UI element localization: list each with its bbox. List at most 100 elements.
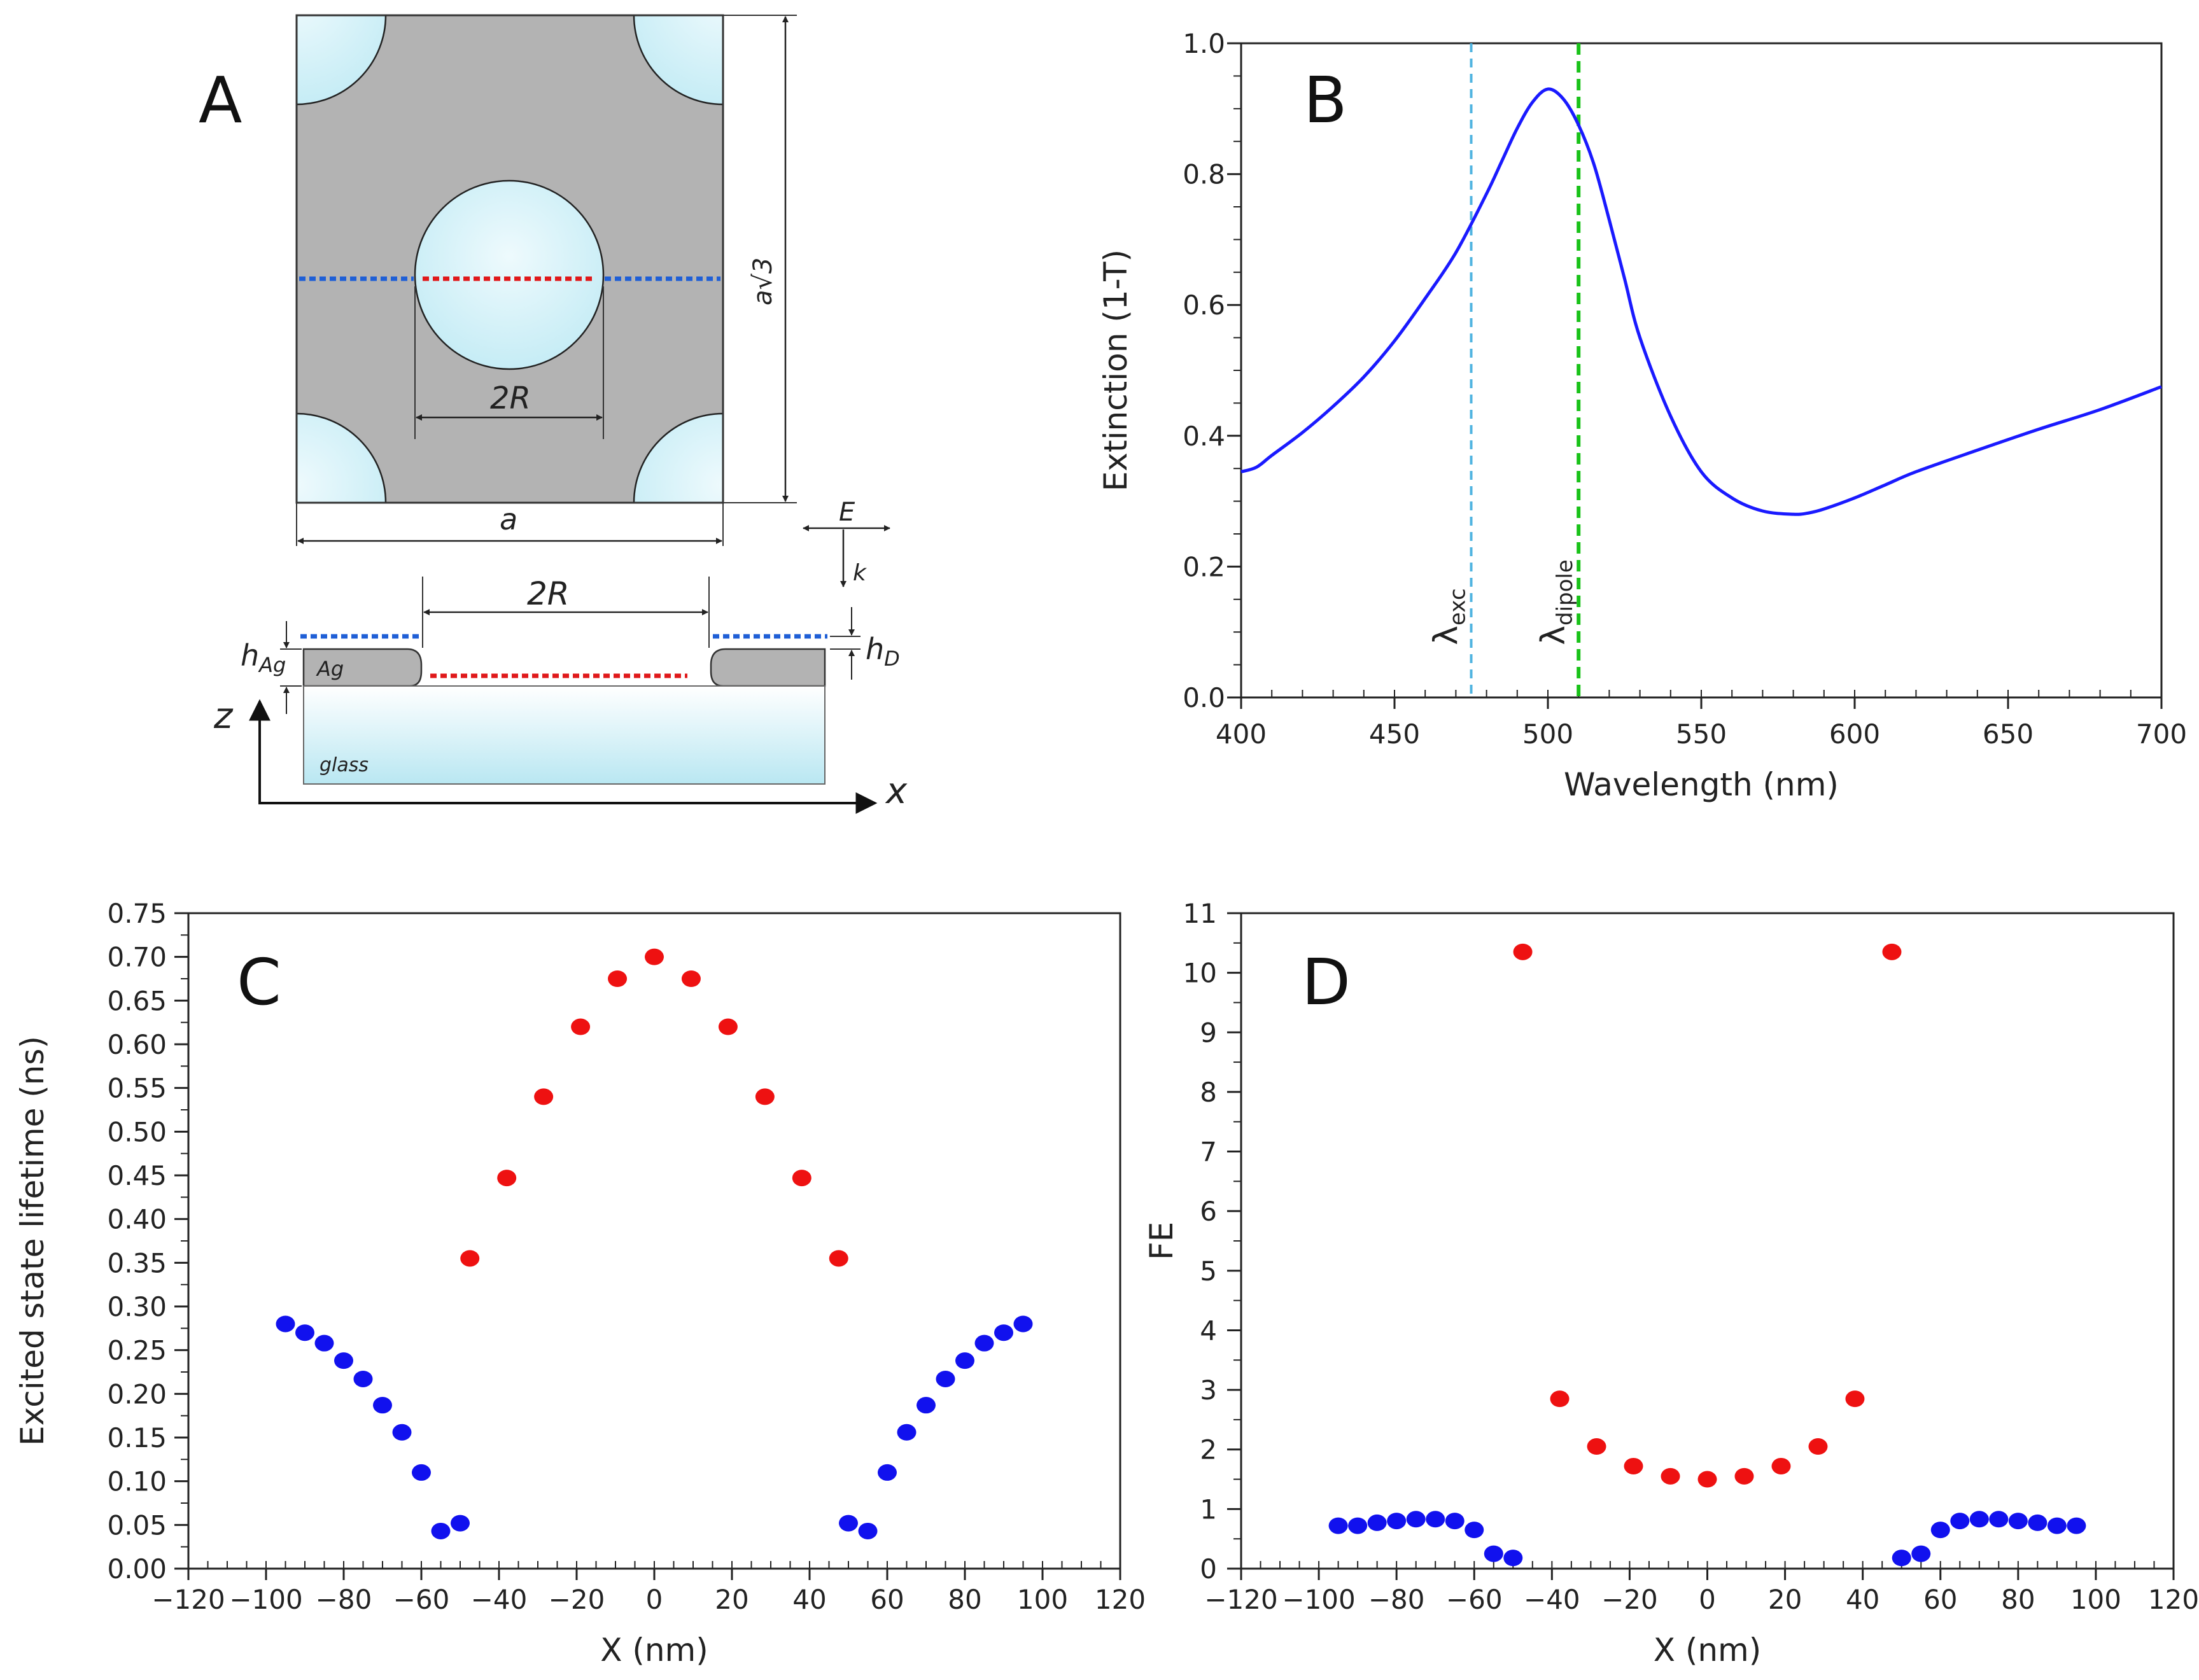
unit-cell-border: [295, 14, 724, 504]
red-data-point: [1661, 1467, 1680, 1485]
red-data-point: [1771, 1457, 1791, 1474]
x-tick-label: 700: [2136, 718, 2187, 750]
blue-data-point: [897, 1424, 917, 1441]
x-tick-label: −40: [1524, 1584, 1580, 1615]
lambda-symbol: λ: [1428, 626, 1466, 645]
blue-data-point: [917, 1397, 936, 1414]
red-data-point: [1697, 1471, 1717, 1488]
blue-data-point: [373, 1397, 392, 1414]
x-tick-label: 550: [1676, 718, 1727, 750]
x-tick-label: 400: [1216, 718, 1267, 750]
y-tick-label: 0.0: [1183, 682, 1225, 713]
y-tick-label: 0.25: [107, 1335, 167, 1366]
red-data-point: [718, 1018, 738, 1035]
label-2r-side: 2R: [527, 575, 570, 612]
y-tick-label: 0.45: [107, 1160, 167, 1191]
silver-block-left: [302, 648, 423, 687]
red-data-point: [1845, 1390, 1865, 1408]
y-tick-label: 0.4: [1183, 421, 1225, 452]
y-axis-title: Excited state lifetime (ns): [14, 1036, 51, 1446]
blue-data-point: [936, 1370, 955, 1387]
vline-label-dipole: λdipole: [1535, 559, 1578, 645]
y-tick-label: 0.8: [1183, 159, 1225, 190]
panel-c-letter: C: [237, 945, 281, 1019]
corner-hole-bottom-right: [633, 412, 723, 503]
y-tick-label: 1: [1200, 1494, 1217, 1525]
red-data-point: [645, 948, 664, 965]
x-tick-label: 120: [2148, 1584, 2199, 1615]
blue-data-point: [1406, 1511, 1426, 1528]
x-tick-label: 80: [948, 1584, 981, 1615]
y-tick-label: 0.15: [107, 1422, 167, 1453]
silver-block-right: [710, 648, 826, 687]
blue-data-point: [1892, 1550, 1911, 1567]
red-data-point: [1734, 1467, 1754, 1485]
blue-data-point: [974, 1334, 994, 1352]
red-data-point: [571, 1018, 591, 1035]
y-tick-label: 0: [1200, 1553, 1217, 1585]
x-axis-title: Wavelength (nm): [1564, 766, 1839, 803]
blue-data-point: [1426, 1511, 1445, 1528]
y-tick-label: 10: [1183, 958, 1217, 989]
blue-data-point: [1013, 1315, 1033, 1333]
blue-data-point: [1348, 1517, 1368, 1534]
y-tick-label: 0.6: [1183, 290, 1225, 321]
x-tick-label: −120: [1204, 1584, 1277, 1615]
label-z: z: [213, 696, 234, 737]
x-tick-label: −120: [151, 1584, 225, 1615]
x-tick-label: −100: [229, 1584, 302, 1615]
y-tick-label: 0.75: [107, 898, 167, 929]
x-tick-label: 40: [792, 1584, 826, 1615]
x-tick-label: 0: [1699, 1584, 1716, 1615]
x-tick-label: −80: [316, 1584, 372, 1615]
red-data-point: [1624, 1457, 1643, 1474]
label-hag: hAg: [241, 638, 286, 677]
y-tick-label: 11: [1183, 898, 1217, 929]
x-tick-label: 20: [715, 1584, 748, 1615]
y-axis-title: Extinction (1-T): [1097, 249, 1134, 491]
y-tick-label: 0.55: [107, 1073, 167, 1104]
y-tick-label: 0.70: [107, 942, 167, 973]
blue-data-point: [1465, 1522, 1484, 1539]
y-tick-label: 0.50: [107, 1116, 167, 1147]
lambda-symbol: λ: [1535, 626, 1573, 645]
x-tick-label: −40: [471, 1584, 528, 1615]
red-data-point: [1808, 1438, 1828, 1455]
blue-data-point: [1911, 1545, 1931, 1562]
blue-data-point: [431, 1522, 451, 1539]
blue-data-point: [1989, 1511, 2009, 1528]
blue-data-point: [314, 1334, 334, 1352]
blue-data-point: [276, 1315, 295, 1333]
blue-data-point: [334, 1352, 353, 1369]
vline-label-exc: λexc: [1428, 588, 1471, 645]
plot-frame: [1240, 42, 2163, 699]
label-hag-sub: Ag: [258, 653, 286, 677]
blue-data-point: [1387, 1513, 1407, 1530]
blue-data-point: [451, 1515, 470, 1532]
y-tick-label: 0.35: [107, 1247, 167, 1278]
blue-data-point: [878, 1464, 897, 1481]
x-axis-title: X (nm): [1654, 1632, 1762, 1669]
y-tick-label: 0.00: [107, 1553, 167, 1585]
y-tick-label: 5: [1200, 1256, 1217, 1287]
y-tick-label: 6: [1200, 1196, 1217, 1227]
red-data-point: [792, 1170, 811, 1187]
red-data-point: [1513, 943, 1533, 960]
red-data-point: [460, 1250, 480, 1267]
x-tick-label: 500: [1522, 718, 1573, 750]
blue-data-point: [994, 1324, 1013, 1341]
x-tick-label: −20: [549, 1584, 605, 1615]
glass-substrate: [303, 685, 826, 785]
blue-data-point: [2008, 1513, 2028, 1530]
blue-data-point: [1969, 1511, 1989, 1528]
x-tick-label: 60: [1923, 1584, 1957, 1615]
x-tick-label: −20: [1601, 1584, 1658, 1615]
x-tick-label: −60: [393, 1584, 450, 1615]
blue-data-point: [1484, 1545, 1503, 1562]
lambda-subscript: exc: [1445, 588, 1471, 626]
red-data-point: [497, 1170, 517, 1187]
x-tick-label: 20: [1768, 1584, 1802, 1615]
label-hd: hD: [866, 632, 900, 671]
y-tick-label: 7: [1200, 1137, 1217, 1168]
panel-d-letter: D: [1302, 945, 1351, 1019]
